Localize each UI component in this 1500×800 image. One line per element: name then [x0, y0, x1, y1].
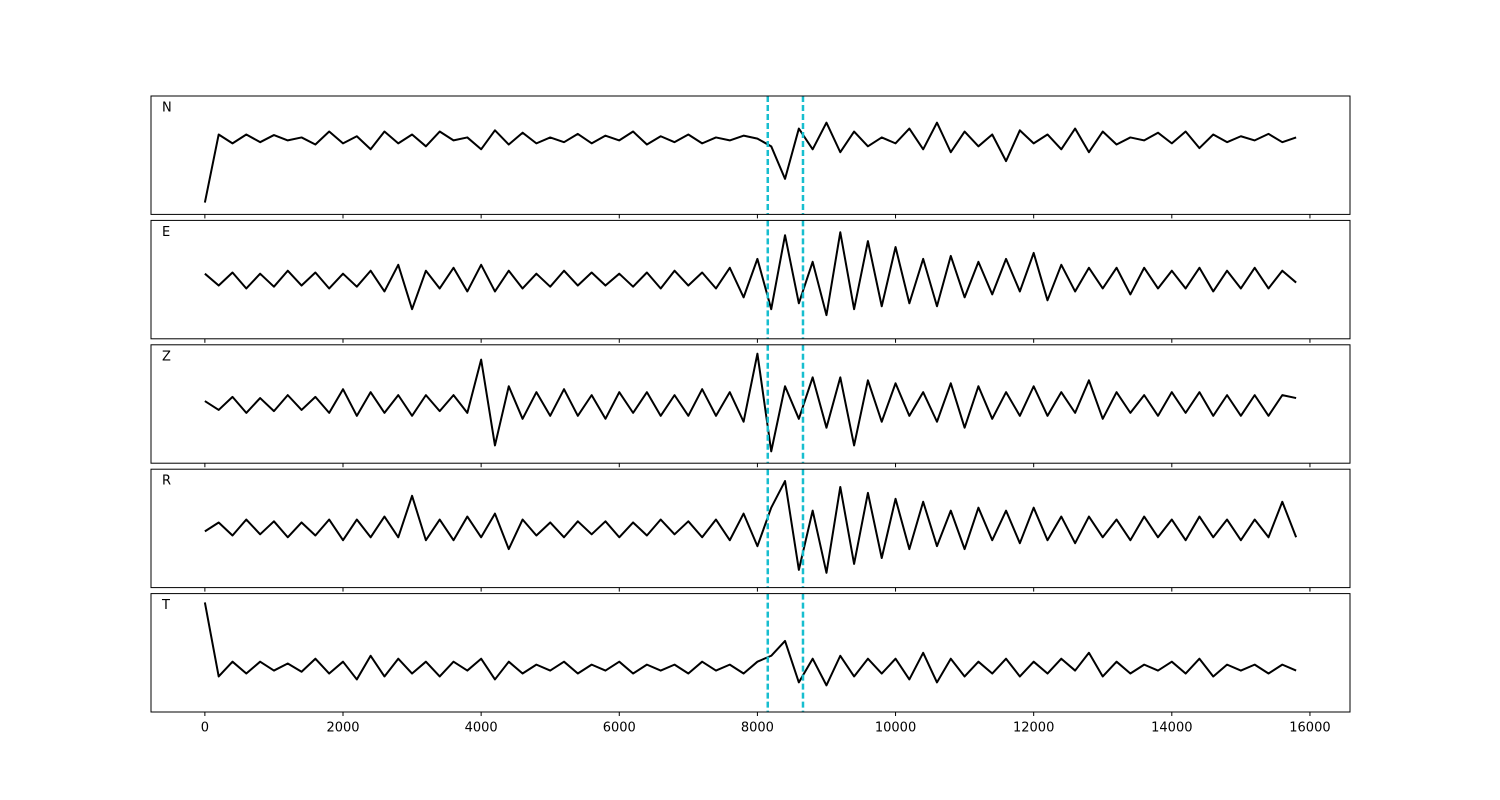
- axes-frame: [150, 95, 1351, 215]
- trace: [203, 121, 1297, 203]
- panel-label: Z: [162, 349, 171, 364]
- axes-frame: [150, 219, 1351, 340]
- x-tick-label: 12000: [1013, 721, 1054, 736]
- x-tick-label: 14000: [1151, 721, 1192, 736]
- panel-label: E: [162, 225, 170, 240]
- trace: [204, 480, 1298, 574]
- x-tick-label: 6000: [603, 721, 636, 736]
- panel-label: N: [162, 101, 172, 116]
- trace: [204, 352, 1297, 453]
- panel-label: R: [162, 474, 171, 489]
- x-tick-label: 0: [201, 721, 209, 736]
- panel-label: T: [161, 598, 170, 613]
- axes-frame: [150, 593, 1351, 713]
- x-tick-label: 8000: [741, 721, 774, 736]
- trace: [203, 602, 1297, 687]
- trace: [204, 231, 1297, 317]
- axes-frame: [150, 468, 1351, 589]
- x-tick-label: 4000: [465, 721, 498, 736]
- x-tick-label: 2000: [326, 721, 359, 736]
- x-tick-label: 10000: [875, 721, 916, 736]
- axes-frame: [150, 344, 1351, 464]
- x-tick-label: 16000: [1289, 721, 1330, 736]
